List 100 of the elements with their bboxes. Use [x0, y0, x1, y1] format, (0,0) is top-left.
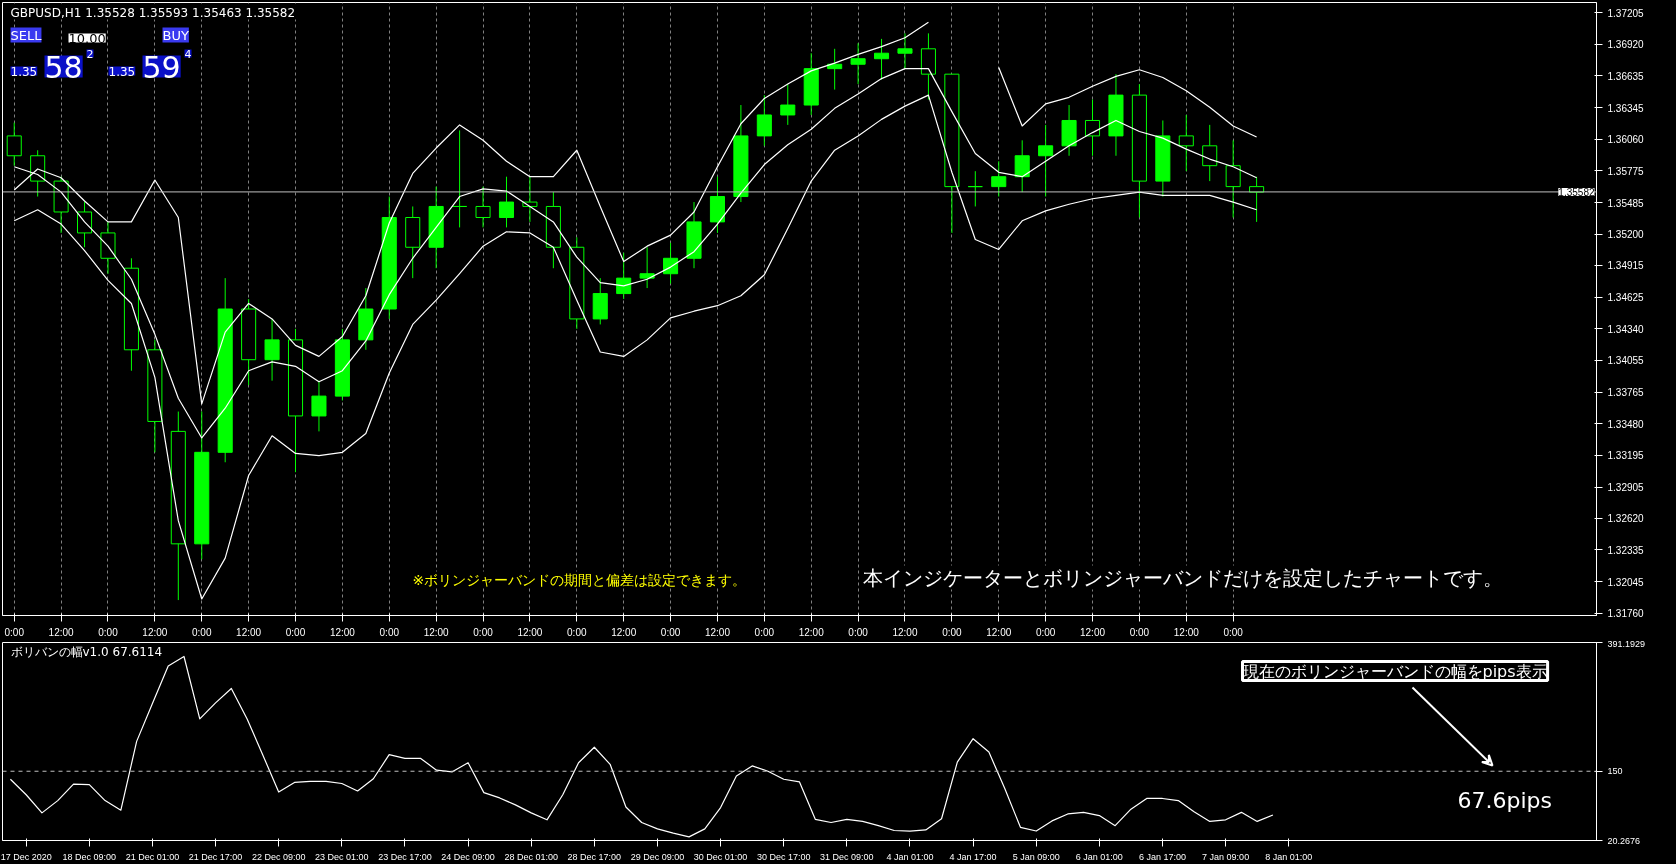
candlestick: [1202, 124, 1218, 182]
x-tick-label: 12:00: [1080, 626, 1106, 638]
candlestick: [850, 42, 866, 85]
x-tick-label: 0:00: [285, 626, 306, 638]
x-tick-label: 0:00: [98, 626, 119, 638]
x-tick-label: 12:00: [329, 626, 356, 638]
y-tick-label: 1.32335: [1607, 544, 1645, 556]
candlestick: [452, 129, 468, 228]
x-tick-label: 21 Dec 17:00: [188, 851, 243, 862]
x-tick-label: 17 Dec 2020: [0, 851, 52, 862]
x-tick-label: 28 Dec 17:00: [567, 851, 622, 862]
x-tick-label: 6 Jan 17:00: [1138, 851, 1187, 862]
annotation: 10.00: [68, 30, 106, 46]
x-tick-label: 0:00: [379, 626, 400, 638]
y-tick-label: 1.32045: [1607, 576, 1645, 588]
candlestick: [756, 94, 772, 147]
x-tick-label: 12:00: [704, 626, 731, 638]
x-tick-label: 0:00: [660, 626, 681, 638]
x-tick-label: 12:00: [892, 626, 918, 638]
x-tick-label: 30 Dec 01:00: [693, 851, 748, 862]
x-tick-label: 0:00: [754, 626, 775, 638]
x-tick-label: 28 Dec 01:00: [504, 851, 558, 862]
y-tick-label: 1.36345: [1607, 102, 1645, 114]
candlestick: [639, 246, 655, 289]
y-tick-label: 1.37205: [1607, 7, 1645, 19]
candlestick: [616, 252, 632, 300]
candlestick: [1084, 99, 1101, 157]
annotation: 58: [44, 49, 83, 85]
x-tick-label: 31 Dec 09:00: [820, 851, 874, 862]
x-tick-label: 0:00: [942, 626, 963, 638]
x-tick-label: 0:00: [473, 626, 494, 638]
candlestick: [1038, 124, 1054, 198]
candlestick: [77, 201, 93, 248]
x-tick-label: 0:00: [4, 626, 25, 638]
candlestick: [311, 380, 327, 432]
y-tick-label: 1.36060: [1607, 134, 1645, 146]
candlestick: [475, 186, 491, 228]
x-tick-label: 12:00: [517, 626, 543, 638]
candlestick: [897, 32, 913, 70]
x-tick-label: 23 Dec 17:00: [378, 851, 432, 862]
x-tick-label: 0:00: [848, 626, 869, 638]
x-tick-label: 22 Dec 09:00: [251, 851, 306, 862]
x-tick-label: 12:00: [423, 626, 450, 638]
x-tick-label: 12:00: [986, 626, 1012, 638]
candlestick: [780, 83, 796, 126]
candlestick: [6, 122, 22, 167]
x-tick-label: 0:00: [192, 626, 212, 638]
candlestick: [874, 38, 890, 81]
x-tick-label: 4 Jan 01:00: [886, 851, 934, 862]
x-tick-label: 12:00: [611, 626, 637, 638]
x-tick-label: 24 Dec 09:00: [441, 851, 495, 862]
y-tick-label: 1.32905: [1607, 482, 1645, 494]
y-tick-label: 1.32620: [1607, 513, 1645, 525]
candlestick: [991, 160, 1007, 198]
x-tick-label: 8 Jan 01:00: [1265, 851, 1313, 862]
x-tick-label: 29 Dec 09:00: [630, 851, 685, 862]
x-tick-label: 6 Jan 01:00: [1075, 851, 1123, 862]
x-tick-label: 21 Dec 01:00: [125, 851, 180, 862]
candlestick: [1014, 139, 1030, 193]
candlestick: [967, 170, 983, 207]
candlestick: [1225, 139, 1241, 218]
x-tick-label: 12:00: [236, 626, 262, 638]
x-tick-label: 7 Jan 09:00: [1202, 851, 1250, 862]
x-tick-label: 12:00: [798, 626, 825, 638]
annotation: ※ボリンジャーバンドの期間と偏差は設定できます。: [412, 571, 747, 588]
candlestick: [1178, 114, 1194, 172]
y-tick-label: 1.36635: [1607, 70, 1645, 82]
x-tick-label: 12:00: [1173, 626, 1200, 638]
y-tick-label: 1.33480: [1607, 418, 1645, 430]
y-tick-label: 1.36920: [1607, 39, 1645, 51]
y-tick-label: 1.34055: [1607, 355, 1645, 367]
y-tick-label: 1.35200: [1607, 229, 1645, 241]
y-tick-label: 1.35485: [1607, 197, 1645, 209]
y-tick-label: 1.34340: [1607, 323, 1645, 335]
x-tick-label: 4 Jan 17:00: [949, 851, 997, 862]
x-tick-label: 0:00: [1035, 626, 1056, 638]
candlestick: [264, 318, 280, 382]
y-tick-label: 1.34915: [1607, 260, 1645, 272]
x-tick-label: 30 Dec 17:00: [756, 851, 811, 862]
chart-title: ボリバンの幅v1.0 67.6114: [10, 644, 163, 659]
y-tick-label: 1.31760: [1607, 608, 1645, 620]
annotation: BUY: [162, 27, 189, 43]
annotation: 2: [86, 47, 94, 61]
y-tick-label: 150: [1607, 766, 1623, 777]
x-tick-label: 23 Dec 01:00: [315, 851, 369, 862]
annotation: 4: [184, 47, 192, 61]
ref-line-label: 1.35582: [1558, 186, 1595, 198]
y-tick-label: 20.2676: [1607, 835, 1641, 846]
y-tick-label: 1.35775: [1607, 165, 1645, 177]
y-tick-label: 1.33765: [1607, 387, 1645, 399]
x-tick-label: 12:00: [48, 626, 75, 638]
x-tick-label: 0:00: [1223, 626, 1244, 638]
annotation: 本インジケーターとボリンジャーバンドだけを設定したチャートです。: [862, 565, 1503, 590]
candlestick: [498, 176, 515, 228]
y-tick-label: 391.1929: [1607, 638, 1646, 649]
chart-title: GBPUSD,H1 1.35528 1.35593 1.35463 1.35582: [10, 5, 296, 20]
x-tick-label: 18 Dec 09:00: [62, 851, 117, 862]
x-tick-label: 0:00: [567, 626, 587, 638]
annotation: 1.35: [108, 64, 136, 79]
x-tick-label: 12:00: [142, 626, 168, 638]
